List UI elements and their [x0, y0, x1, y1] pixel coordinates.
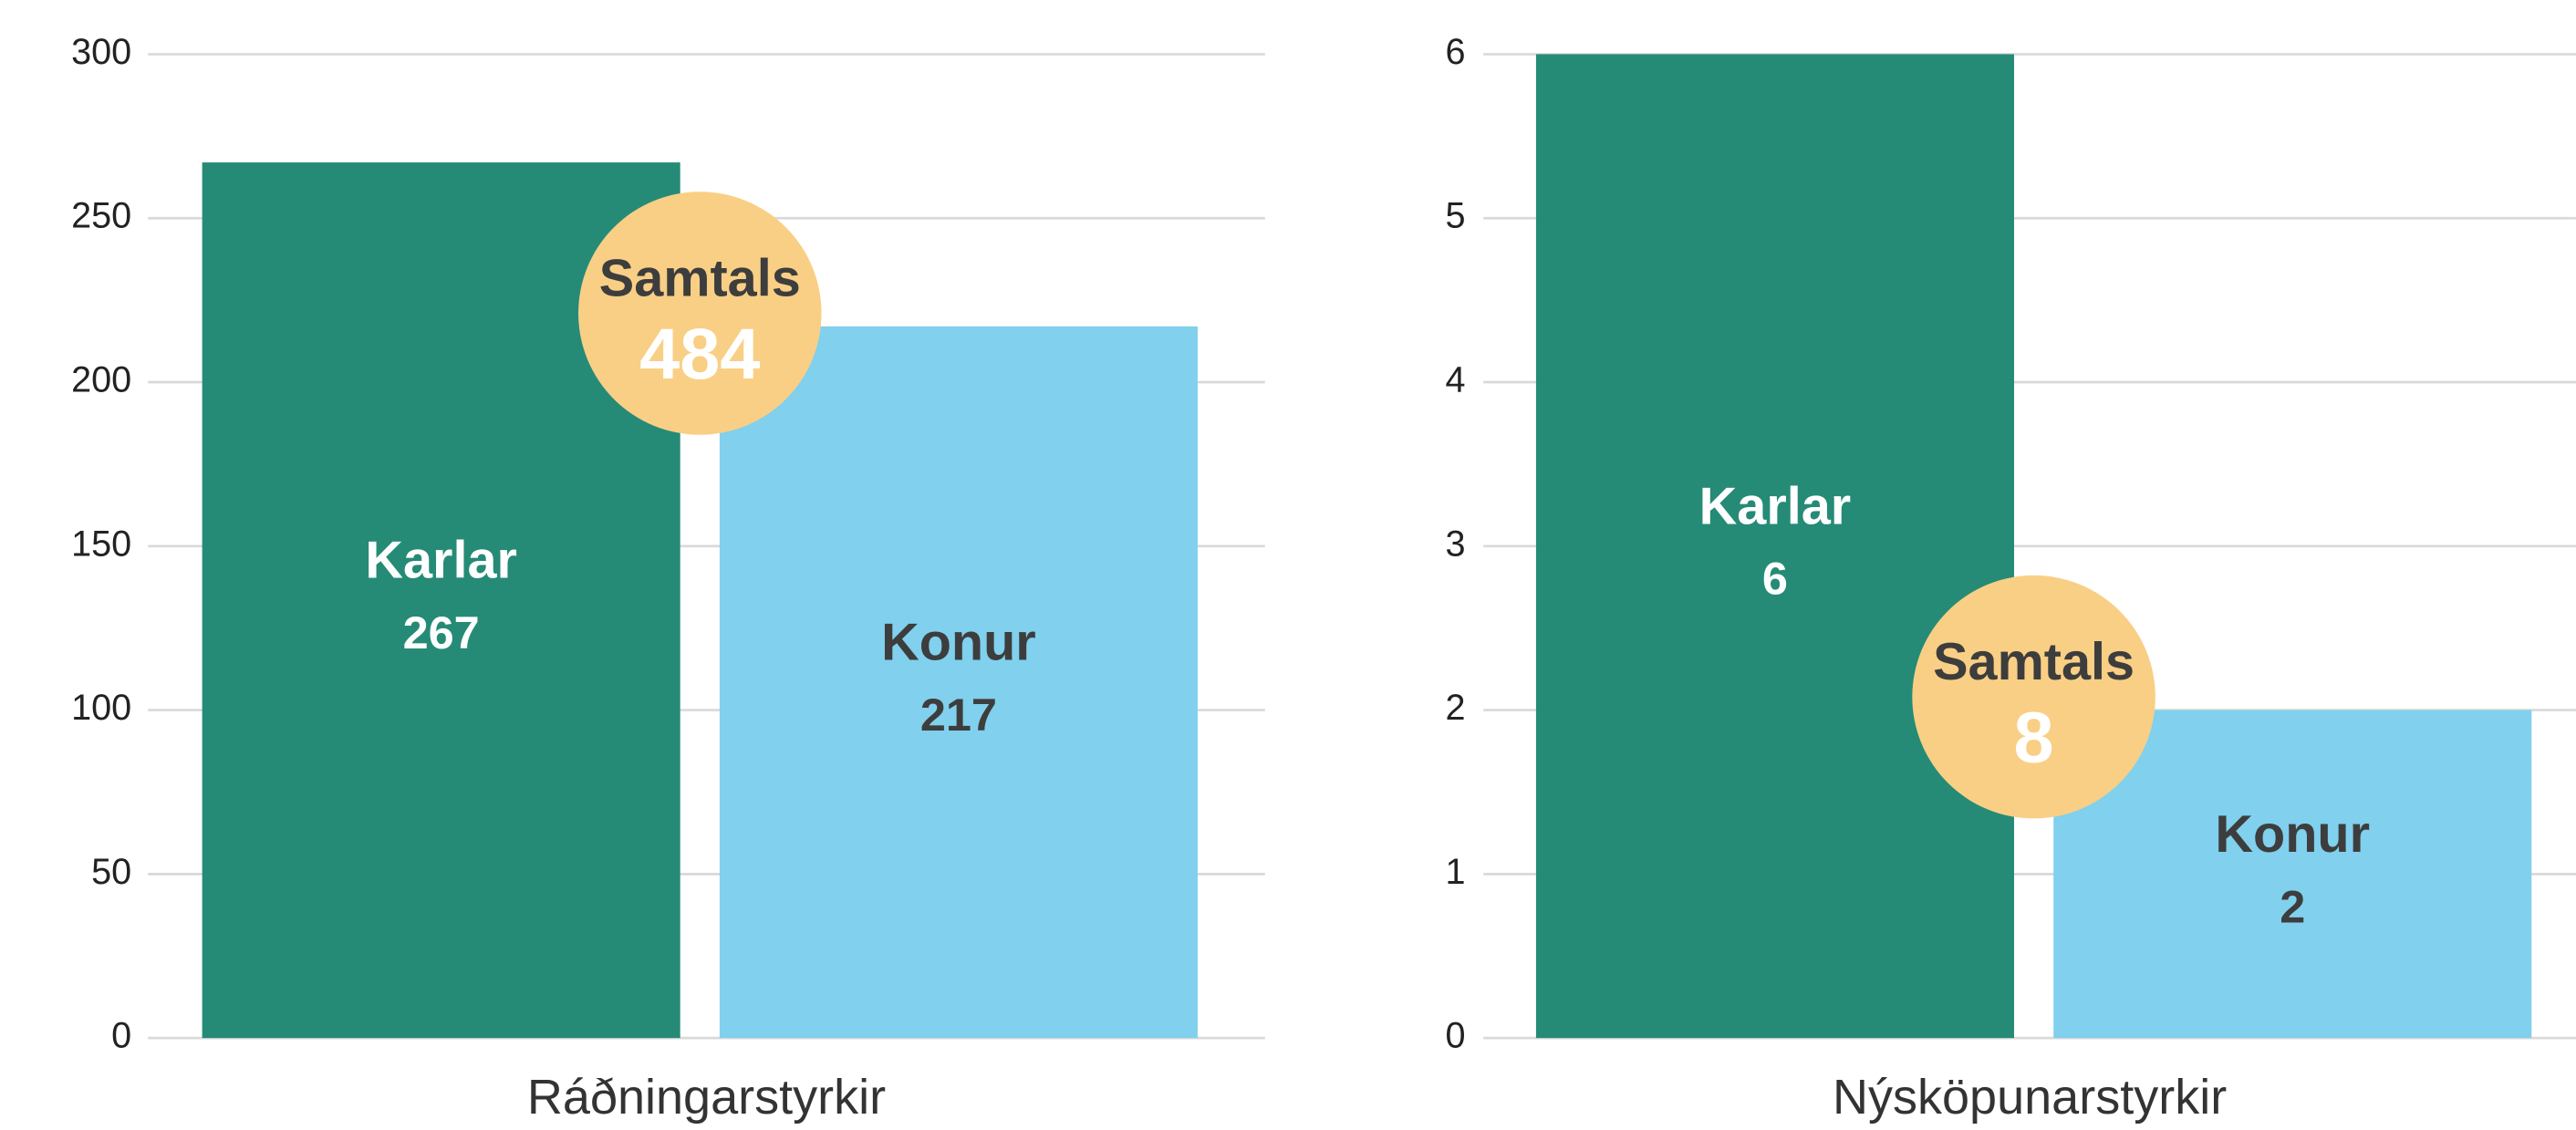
y-tick-label: 4 — [1445, 359, 1465, 399]
category-label: Karlar — [365, 532, 517, 590]
category-label: Konur — [881, 614, 1036, 672]
value-label: 217 — [920, 689, 997, 741]
y-tick-label: 300 — [71, 32, 131, 72]
y-tick-label: 0 — [1445, 1016, 1465, 1056]
y-tick-label: 100 — [71, 688, 131, 728]
category-label: Karlar — [1699, 477, 1852, 535]
total-value: 484 — [639, 313, 760, 394]
value-label: 2 — [2280, 880, 2305, 932]
value-label: 6 — [1762, 553, 1788, 605]
category-label: Konur — [2215, 805, 2370, 864]
y-tick-label: 200 — [71, 359, 131, 399]
y-tick-label: 1 — [1445, 852, 1465, 892]
bar — [719, 326, 1198, 1039]
x-axis-label: Nýsköpunarstyrkir — [1833, 1070, 2227, 1125]
total-badge — [578, 192, 822, 435]
total-label: Samtals — [1933, 633, 2135, 691]
x-axis-label: Ráðningarstyrkir — [527, 1070, 886, 1125]
y-tick-label: 0 — [111, 1016, 131, 1056]
y-tick-label: 50 — [91, 852, 131, 892]
total-label: Samtals — [599, 249, 801, 307]
y-tick-label: 150 — [71, 524, 131, 564]
y-tick-label: 3 — [1445, 524, 1465, 564]
bar — [1535, 54, 2014, 1039]
y-tick-label: 2 — [1445, 688, 1465, 728]
y-tick-label: 6 — [1445, 32, 1465, 72]
value-label: 267 — [403, 606, 480, 658]
total-badge — [1912, 575, 2155, 819]
total-value: 8 — [2014, 697, 2054, 778]
y-tick-label: 250 — [71, 196, 131, 236]
y-tick-label: 5 — [1445, 196, 1465, 236]
